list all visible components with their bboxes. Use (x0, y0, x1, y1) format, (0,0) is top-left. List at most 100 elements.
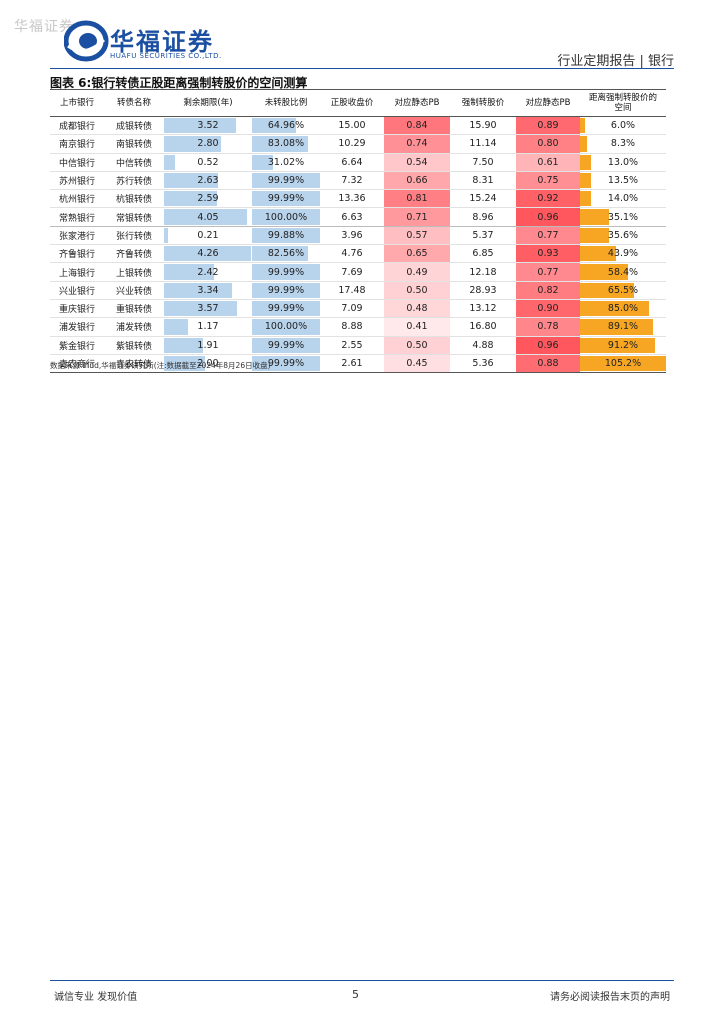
cell-unconverted: 99.99% (252, 355, 320, 372)
cell-value: 65.5% (607, 284, 639, 296)
cell-unconverted: 99.99% (252, 172, 320, 189)
cell-value: 7.69 (341, 266, 363, 278)
unconverted-bar (252, 355, 320, 372)
cell-close: 2.55 (320, 337, 384, 354)
cell-value: 成都银行 (58, 122, 95, 133)
cell-bank: 浦发银行 (50, 318, 104, 335)
cell-bank: 杭州银行 (50, 190, 104, 207)
cell-value: 6.0% (610, 120, 636, 132)
cell-value: 99.99% (267, 339, 305, 351)
unconverted-bar (252, 264, 320, 280)
unconverted-bar (252, 154, 273, 170)
cell-value: 0.50 (406, 339, 428, 351)
cell-unconverted: 100.00% (252, 318, 320, 335)
cell-pb1: 0.41 (384, 318, 450, 336)
table-row: 紫金银行 紫银转债 1.91 99.99% 2.55 0.50 4.88 0.96 91.2% (50, 336, 666, 355)
cell-close: 6.63 (320, 208, 384, 225)
cell-pb1: 0.84 (384, 117, 450, 135)
cell-value: 6.85 (472, 248, 494, 260)
space-bar (580, 136, 587, 152)
report-type: 行业定期报告 | 银行 (557, 54, 674, 69)
cell-bank: 常熟银行 (50, 208, 104, 225)
cell-value: 35.6% (607, 229, 639, 241)
cell-value: 16.80 (469, 321, 497, 333)
cell-pb2: 0.93 (516, 245, 580, 263)
watermark: 华福证券 (14, 19, 74, 35)
cell-space: 14.0% (580, 190, 666, 207)
cell-value: 4.26 (197, 248, 219, 260)
cell-pb2: 0.77 (516, 226, 580, 245)
cell-value: 兴业银行 (58, 286, 95, 297)
cell-bank: 齐鲁银行 (50, 245, 104, 262)
term-bar (164, 172, 218, 189)
cell-bond: 浦发转债 (104, 318, 164, 335)
table-row: 浦发银行 浦发转债 1.17 100.00% 8.88 0.41 16.80 0.78 89.1… (50, 318, 666, 337)
cell-value: 5.36 (472, 358, 494, 369)
space-bar (580, 209, 609, 225)
cell-value: 苏行转债 (115, 177, 152, 188)
cell-unconverted: 99.99% (252, 263, 320, 280)
space-bar (580, 172, 591, 189)
cell-space: 35.6% (580, 227, 666, 244)
cell-value: 64.96% (267, 120, 305, 132)
cell-value: 0.50 (406, 284, 428, 296)
cell-force-price: 13.12 (450, 300, 516, 317)
cell-value: 中信银行 (58, 158, 95, 169)
cell-value: 杭银转债 (115, 195, 152, 206)
space-bar (580, 227, 609, 244)
col-header-force-price: 强制转股价 (461, 97, 505, 108)
cell-force-price: 11.14 (450, 135, 516, 152)
cell-unconverted: 99.99% (252, 300, 320, 317)
cell-force-price: 8.96 (450, 208, 516, 225)
cell-value: 8.88 (341, 321, 363, 333)
cell-term: 1.91 (164, 337, 252, 354)
unconverted-bar (252, 246, 308, 262)
cell-value: 83.08% (267, 138, 305, 150)
cell-value: 0.96 (537, 339, 559, 351)
cell-value: 0.57 (406, 229, 428, 241)
cell-bank: 南京银行 (50, 135, 104, 152)
cell-value: 南银转债 (115, 140, 152, 151)
cell-space: 89.1% (580, 318, 666, 335)
cell-value: 43.9% (607, 248, 639, 260)
cell-pb1: 0.66 (384, 171, 450, 190)
term-bar (164, 300, 237, 317)
cell-value: 89.1% (607, 321, 639, 333)
cell-value: 10.29 (338, 138, 366, 150)
cell-value: 13.12 (469, 303, 497, 315)
term-bar (164, 118, 236, 134)
cell-value: 0.45 (406, 358, 428, 369)
cell-value: 3.34 (197, 284, 219, 296)
cell-value: 0.77 (537, 229, 559, 241)
cell-value: 4.05 (197, 211, 219, 223)
cell-value: 2.55 (341, 339, 363, 351)
cell-space: 91.2% (580, 337, 666, 354)
cell-pb2: 0.90 (516, 299, 580, 318)
cell-bank: 上海银行 (50, 263, 104, 280)
cell-value: 8.31 (472, 175, 494, 187)
space-bar (580, 246, 616, 262)
cell-close: 13.36 (320, 190, 384, 207)
table-row: 常熟银行 常银转债 4.05 100.00% 6.63 0.71 8.96 0.96 35.1% (50, 208, 666, 227)
cell-value: 0.80 (537, 138, 559, 150)
cell-force-price: 15.24 (450, 190, 516, 207)
term-bar (164, 355, 205, 372)
cell-value: 0.89 (537, 120, 559, 132)
cell-value: 100.00% (264, 321, 308, 333)
unconverted-bar (252, 136, 308, 152)
cell-value: 0.90 (537, 303, 559, 315)
cell-close: 4.76 (320, 245, 384, 262)
cell-space: 8.3% (580, 135, 666, 152)
term-bar (164, 227, 168, 244)
cell-force-price: 15.90 (450, 117, 516, 134)
space-bar (580, 154, 591, 170)
cell-bank: 紫金银行 (50, 337, 104, 354)
cell-value: 兴业转债 (115, 286, 152, 297)
cell-force-price: 5.36 (450, 355, 516, 372)
cell-pb1: 0.71 (384, 208, 450, 226)
table-body: 成都银行 成银转债 3.52 64.96% 15.00 0.84 15.90 0.89 6.0%… (50, 117, 666, 374)
cell-force-price: 28.93 (450, 282, 516, 299)
cell-value: 11.14 (469, 138, 497, 150)
cell-value: 中信转债 (115, 158, 152, 169)
cell-value: 0.21 (197, 229, 219, 241)
